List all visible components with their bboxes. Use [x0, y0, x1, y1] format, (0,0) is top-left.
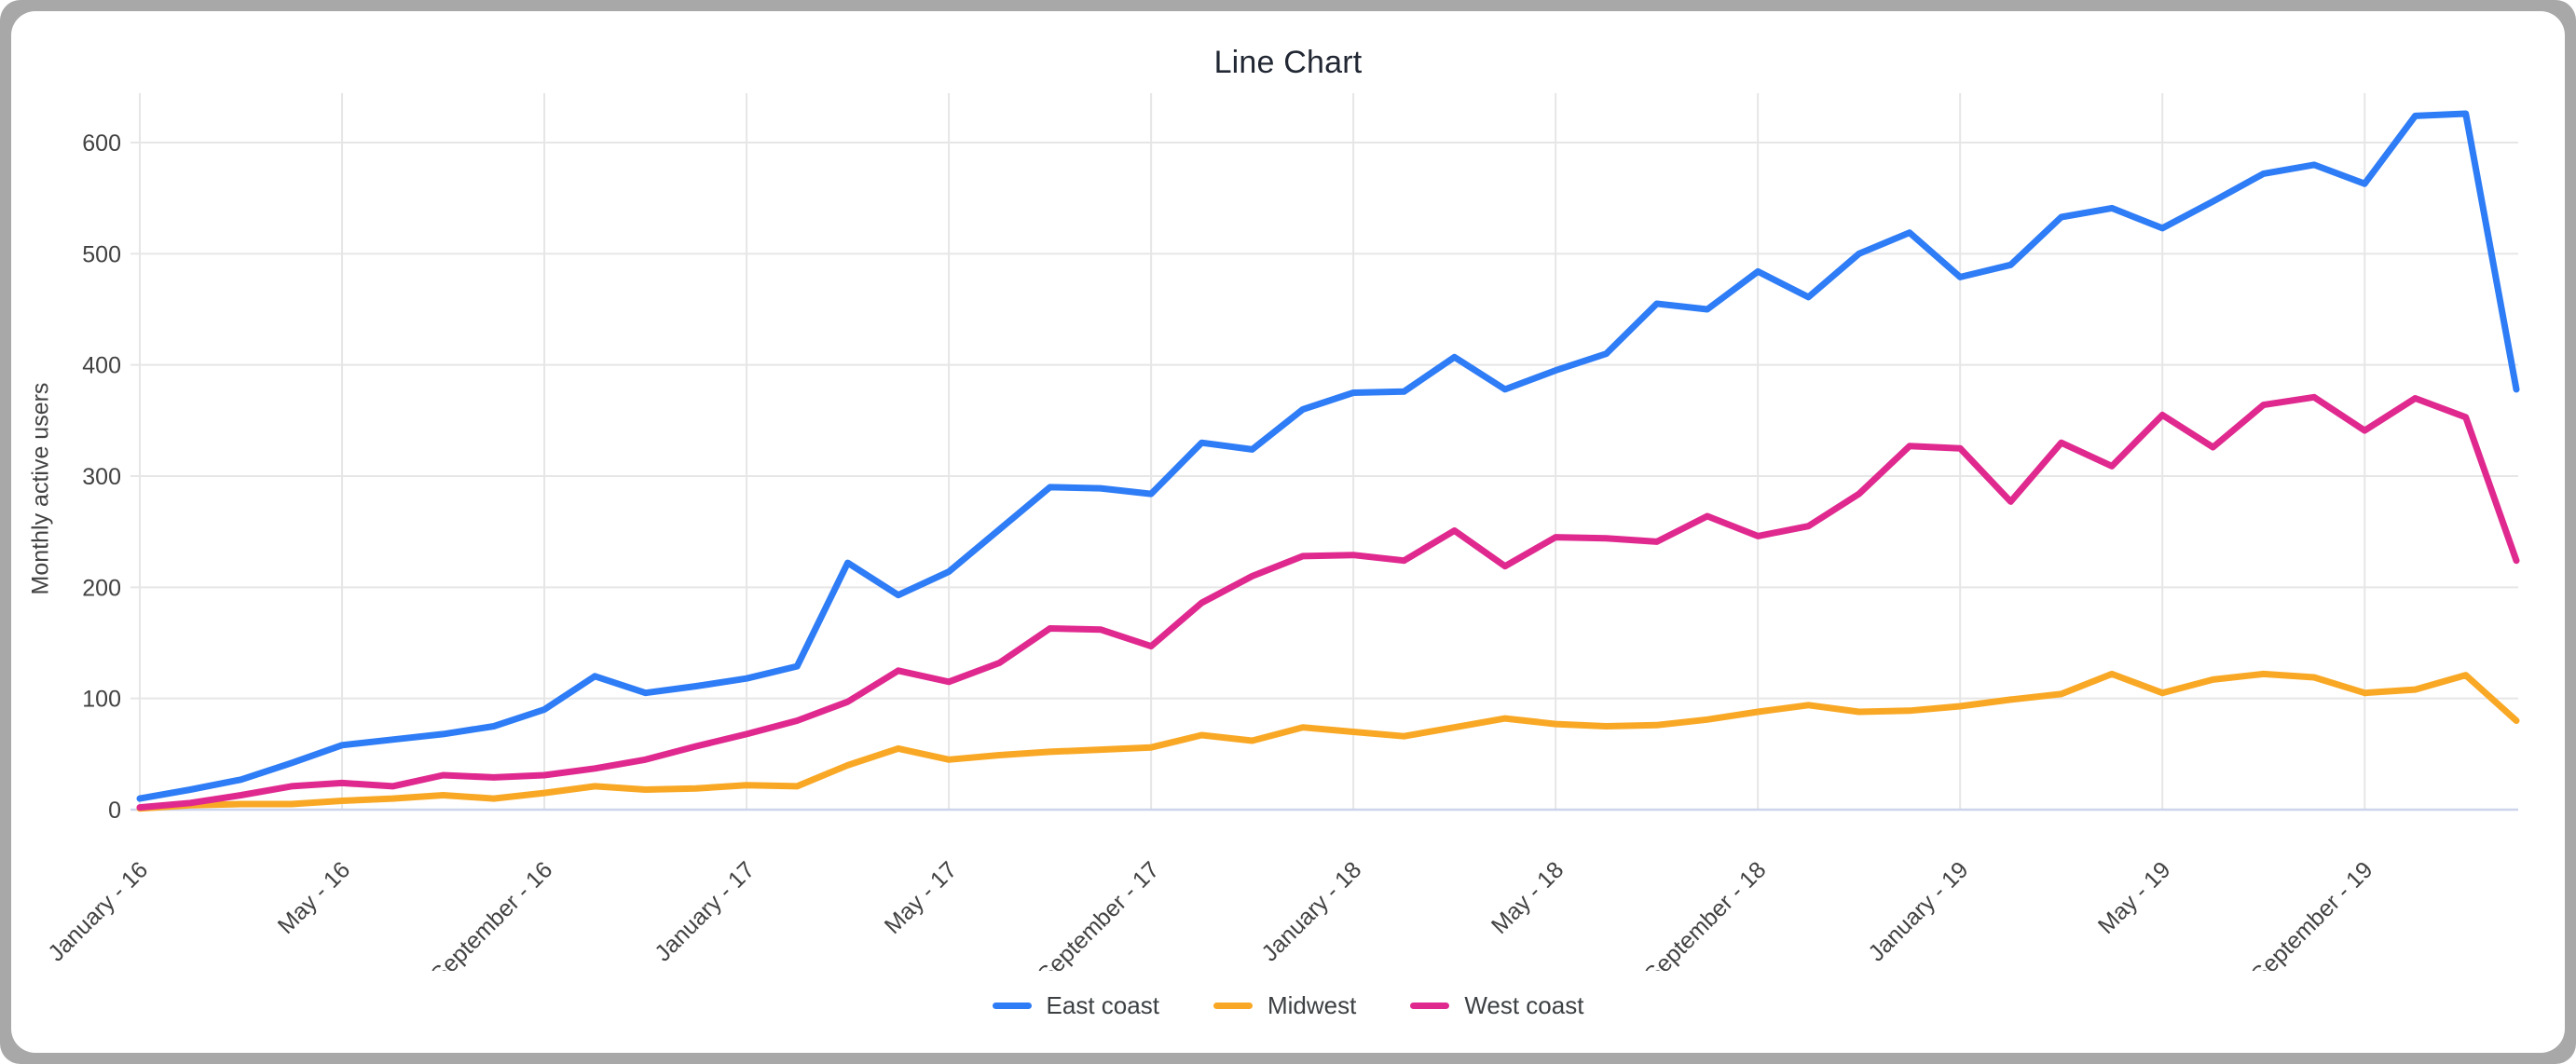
legend-label: East coast [1046, 991, 1159, 1019]
legend-item-east-coast: East coast [992, 991, 1159, 1020]
x-tick-label: January - 19 [1863, 856, 1973, 966]
legend-swatch-icon [1213, 1003, 1253, 1009]
y-tick-label: 300 [82, 464, 121, 490]
legend-item-midwest: Midwest [1213, 991, 1356, 1020]
y-tick-label: 200 [82, 575, 121, 601]
x-tick-label: September - 16 [426, 856, 558, 971]
chart-legend: East coast Midwest West coast [11, 991, 2565, 1020]
x-tick-label: September - 19 [2246, 856, 2378, 971]
chart-title: Line Chart [1213, 45, 1363, 80]
x-tick-label: January - 16 [43, 856, 153, 966]
y-tick-label: 400 [82, 353, 121, 379]
x-tick-label: May - 16 [273, 856, 356, 939]
legend-label: Midwest [1267, 991, 1357, 1019]
midwest-line [136, 670, 2520, 812]
x-tick-label: January - 17 [650, 856, 760, 966]
legend-swatch-icon [1410, 1003, 1450, 1009]
chart-card: Line Chart Monthly active users January … [11, 11, 2565, 1053]
y-tick-label: 500 [82, 241, 121, 267]
east-coast-line [136, 110, 2520, 802]
west-coast-line [136, 393, 2520, 812]
y-tick-label: 0 [108, 798, 121, 824]
x-tick-label: May - 19 [2093, 856, 2176, 939]
legend-swatch-icon [992, 1003, 1032, 1009]
x-tick-label: May - 17 [880, 856, 963, 939]
x-tick-label: September - 18 [1639, 856, 1772, 971]
y-tick-label: 100 [82, 687, 121, 713]
line-chart-plot-area: January - 16 May - 16 September - 16 Januar… [43, 93, 2520, 971]
legend-label: West coast [1464, 991, 1584, 1019]
x-tick-label: January - 18 [1256, 856, 1366, 966]
x-tick-label: May - 18 [1487, 856, 1569, 939]
legend-item-west-coast: West coast [1410, 991, 1583, 1020]
x-tick-label: September - 17 [1033, 856, 1165, 971]
y-tick-label: 600 [82, 130, 121, 157]
